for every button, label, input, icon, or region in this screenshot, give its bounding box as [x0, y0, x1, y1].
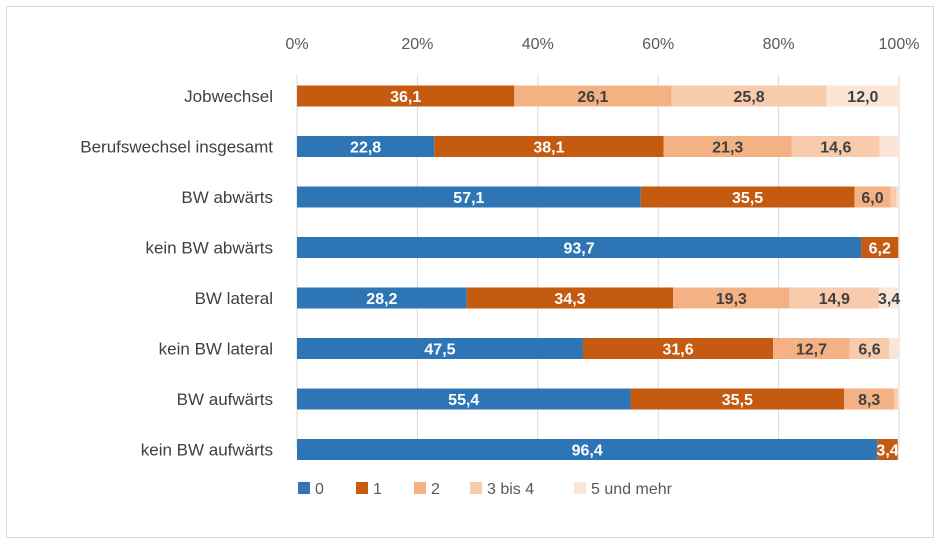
bar-segment — [297, 186, 641, 208]
legend-label: 2 — [431, 481, 440, 498]
data-label: 47,5 — [424, 342, 455, 359]
bar-segment — [854, 186, 891, 208]
data-label: 93,7 — [563, 241, 594, 258]
data-label: 31,6 — [662, 342, 693, 359]
data-label: 35,5 — [722, 392, 753, 409]
bar-segment — [297, 388, 631, 410]
data-label: 12,7 — [796, 342, 827, 359]
legend-swatch — [298, 482, 310, 494]
x-tick-label: 40% — [522, 36, 554, 53]
data-label: 35,5 — [732, 190, 763, 207]
bar-segment — [673, 287, 790, 309]
data-label: 96,4 — [572, 443, 603, 460]
chart-frame: 0% 20% 40% 60% 80% 100% Jobwechsel 36,1 26,1 25,8… — [6, 6, 934, 538]
data-label: 6,6 — [858, 342, 880, 359]
data-label: 14,9 — [819, 291, 850, 308]
data-label: 28,2 — [366, 291, 397, 308]
bar-segment — [297, 136, 435, 157]
category-label: kein BW lateral — [159, 340, 273, 359]
bar-segment — [890, 186, 897, 208]
bar-segment — [297, 439, 878, 460]
data-label: 55,4 — [448, 392, 479, 409]
legend-swatch — [414, 482, 426, 494]
bar-segment — [844, 388, 895, 410]
data-label: 36,1 — [390, 89, 421, 106]
bar-segment — [297, 338, 583, 359]
bar-segment — [889, 338, 899, 359]
bar-segment — [297, 237, 862, 258]
bar-segment — [514, 85, 672, 107]
bar-segment — [879, 287, 899, 309]
bar-segment — [849, 338, 890, 359]
category-label: BW lateral — [195, 289, 273, 308]
stacked-bar-chart: 0% 20% 40% 60% 80% 100% Jobwechsel 36,1 26,1 25,8… — [80, 36, 920, 498]
bar-segment — [671, 85, 827, 107]
data-label: 3,4 — [876, 443, 898, 460]
data-label: 34,3 — [554, 291, 585, 308]
category-label: kein BW abwärts — [145, 239, 273, 258]
data-label: 6,0 — [861, 190, 883, 207]
category-label: Berufswechsel insgesamt — [80, 138, 273, 157]
data-label: 26,1 — [577, 89, 608, 106]
bar-segment — [861, 237, 899, 258]
data-label: 6,2 — [869, 241, 891, 258]
bar-segment — [791, 136, 880, 157]
bar-segment — [897, 439, 899, 460]
bar-segment — [773, 338, 850, 359]
bar-segment — [466, 287, 674, 309]
bar-segment — [297, 85, 515, 107]
bar-segment — [630, 388, 845, 410]
data-label: 19,3 — [716, 291, 747, 308]
bar-segment — [789, 287, 880, 309]
x-tick-label: 100% — [879, 36, 920, 53]
bar-segment — [434, 136, 664, 157]
data-label: 8,3 — [858, 392, 880, 409]
legend-label: 5 und mehr — [591, 481, 673, 498]
bar-segment — [582, 338, 774, 359]
data-label: 3,4 — [878, 291, 900, 308]
data-label: 12,0 — [847, 89, 878, 106]
bar-segment — [879, 136, 899, 157]
bar-segment — [877, 439, 898, 460]
x-tick-label: 0% — [285, 36, 308, 53]
data-label: 21,3 — [712, 140, 743, 157]
x-tick-label: 80% — [763, 36, 795, 53]
category-label: kein BW aufwärts — [141, 441, 273, 460]
bar-segment — [663, 136, 792, 157]
legend-swatch — [470, 482, 482, 494]
data-label: 25,8 — [734, 89, 765, 106]
legend-swatch — [356, 482, 368, 494]
data-label: 14,6 — [820, 140, 851, 157]
x-tick-label: 20% — [401, 36, 433, 53]
bar-segment — [896, 186, 899, 208]
category-label: BW aufwärts — [177, 390, 273, 409]
category-label: Jobwechsel — [184, 87, 273, 106]
bar-segment — [897, 388, 899, 410]
category-label: BW abwärts — [181, 188, 273, 207]
data-label: 38,1 — [533, 140, 564, 157]
bar-segment — [894, 388, 898, 410]
bar-segment — [297, 287, 467, 309]
legend-label: 3 bis 4 — [487, 481, 534, 498]
bar-segment — [898, 237, 899, 258]
data-label: 57,1 — [453, 190, 484, 207]
data-label: 22,8 — [350, 140, 381, 157]
legend-label: 1 — [373, 481, 382, 498]
legend-label: 0 — [315, 481, 324, 498]
x-tick-label: 60% — [642, 36, 674, 53]
bar-segment — [826, 85, 899, 107]
bar-segment — [640, 186, 855, 208]
legend-swatch — [574, 482, 586, 494]
